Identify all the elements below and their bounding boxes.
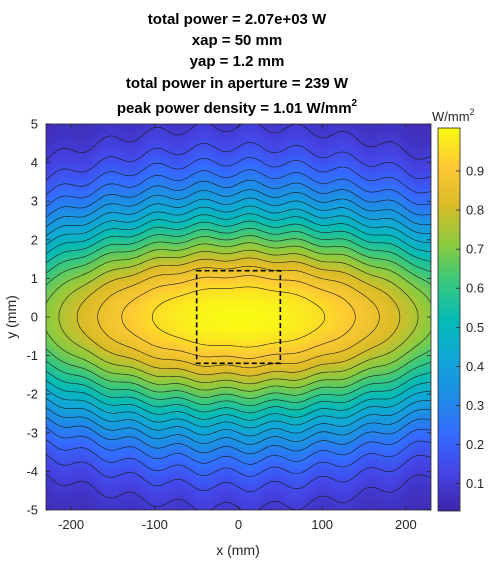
y-tick-label: -2 <box>26 387 38 402</box>
y-tick-label: -3 <box>26 425 38 440</box>
title-line-xap: xap = 50 mm <box>192 32 282 49</box>
contour-line <box>46 235 431 399</box>
colorbar-tick-label: 0.3 <box>466 398 484 413</box>
y-tick-label: 4 <box>31 155 38 170</box>
y-tick-label: 0 <box>31 310 38 325</box>
contour-line <box>58 249 419 385</box>
x-axis-label: x (mm) <box>216 542 260 558</box>
y-tick-label: -4 <box>26 464 38 479</box>
title-line-total-power: total power = 2.07e+03 W <box>148 11 327 28</box>
title-line-aperture-power: total power in aperture = 239 W <box>126 75 349 92</box>
title-line-yap: yap = 1.2 mm <box>190 53 285 70</box>
x-tick-label: -200 <box>58 517 84 532</box>
colorbar-gradient <box>438 128 460 511</box>
contour-line <box>46 228 431 406</box>
x-tick-label: -100 <box>142 517 168 532</box>
contour-line <box>46 205 431 429</box>
colorbar-ticks: 0.1 0.2 0.3 0.4 0.5 0.6 0.7 0.8 0.9 <box>456 163 484 491</box>
heatmap-image <box>46 124 431 510</box>
colorbar-frame <box>437 127 461 512</box>
contour-line <box>46 169 431 465</box>
colorbar-tick-label: 0.5 <box>466 320 484 335</box>
y-axis-ticks: -5 -4 -3 -2 -1 0 1 2 3 4 5 <box>26 117 431 518</box>
title-peak-density-text: peak power density = 1.01 W/mm <box>117 100 352 117</box>
y-tick-label: -5 <box>26 503 38 518</box>
contour-line <box>46 189 431 445</box>
contour-line <box>46 179 431 455</box>
y-tick-label: -1 <box>26 348 38 363</box>
contour-line <box>46 124 431 510</box>
colorbar-label-text: W/mm <box>432 109 470 124</box>
title-peak-density-superscript: 2 <box>352 98 358 109</box>
colorbar-tick-label: 0.2 <box>466 437 484 452</box>
contour-lines <box>46 124 431 510</box>
colorbar-tick-label: 0.8 <box>466 203 484 218</box>
y-tick-label: 2 <box>31 232 38 247</box>
title-line-peak-density: peak power density = 1.01 W/mm2 <box>117 98 358 117</box>
contour-line <box>46 142 431 492</box>
colorbar-tick-label: 0.1 <box>466 476 484 491</box>
colorbar: W/mm2 0.1 0.2 0.3 0.4 0.5 0.6 0.7 0.8 0.9 <box>432 107 484 512</box>
contour-line <box>151 286 326 348</box>
contour-line <box>46 220 431 414</box>
contour-line <box>97 265 380 369</box>
plot-area: -200 -100 0 100 200 -5 -4 -3 -2 -1 0 1 2 3 4 5 <box>26 117 432 532</box>
colorbar-tick-label: 0.4 <box>466 359 484 374</box>
aperture-box <box>195 269 282 365</box>
colorbar-tick-label: 0.9 <box>466 163 484 178</box>
contour-line <box>46 242 431 392</box>
contour-line <box>121 275 356 359</box>
colorbar-tick-label: 0.6 <box>466 281 484 296</box>
y-axis-label: y (mm) <box>3 295 19 339</box>
y-tick-label: 5 <box>31 117 38 132</box>
x-axis-ticks: -200 -100 0 100 200 <box>58 124 417 532</box>
contour-line <box>46 157 431 477</box>
x-tick-label: 0 <box>235 517 242 532</box>
chart-title: total power = 2.07e+03 W xap = 50 mm yap… <box>117 11 358 117</box>
colorbar-label-superscript: 2 <box>470 107 475 117</box>
y-tick-label: 1 <box>31 271 38 286</box>
contour-line <box>76 257 401 377</box>
contour-line <box>46 213 431 421</box>
contour-line <box>46 197 431 437</box>
colorbar-label: W/mm2 <box>432 107 475 124</box>
x-tick-label: 200 <box>395 517 417 532</box>
x-tick-label: 100 <box>311 517 333 532</box>
y-tick-label: 3 <box>31 194 38 209</box>
colorbar-tick-label: 0.7 <box>466 242 484 257</box>
